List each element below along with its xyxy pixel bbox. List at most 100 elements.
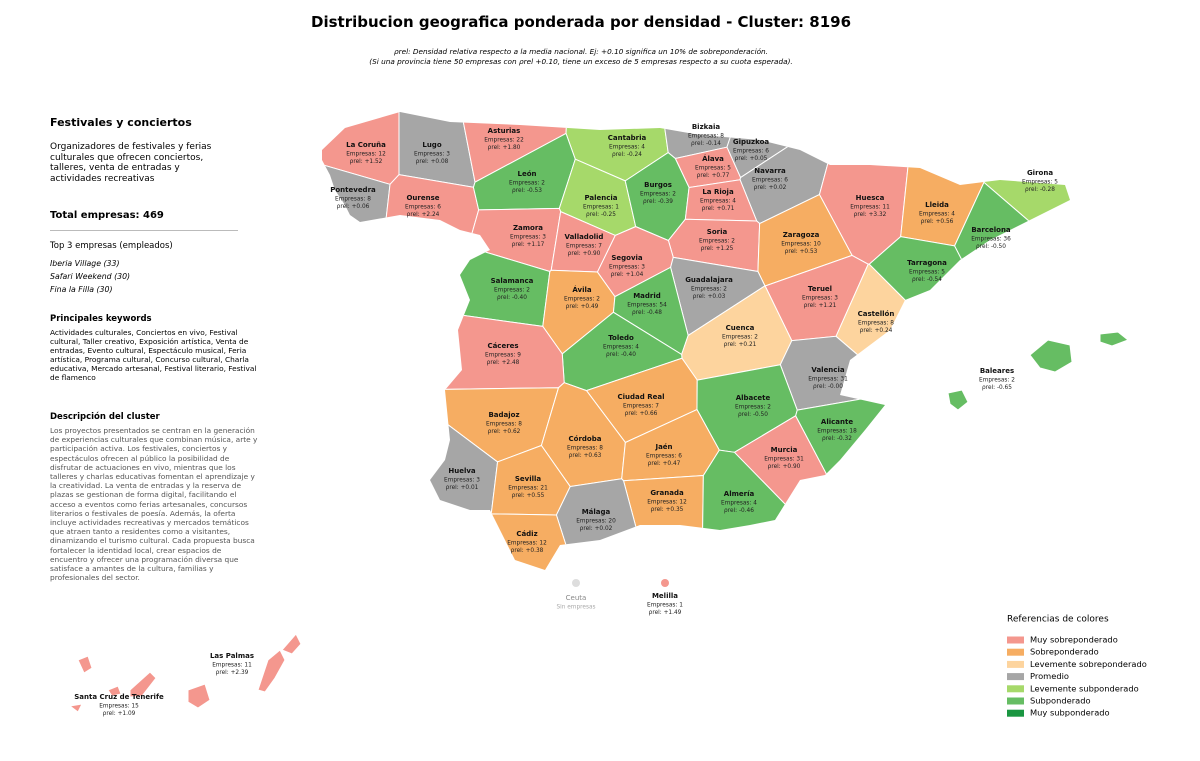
province-name: Segovia	[611, 254, 643, 262]
province-companies: Empresas: 2	[979, 378, 1015, 384]
province-companies: Empresas: 21	[508, 486, 548, 492]
province	[77, 655, 93, 674]
legend-swatch	[1007, 660, 1024, 668]
province-name: La Coruña	[346, 141, 386, 149]
province	[322, 112, 400, 185]
province-companies: Empresas: 5	[695, 166, 731, 172]
province-companies: Empresas: 6	[752, 178, 788, 184]
province-density: ρrel: -0.00	[813, 384, 843, 390]
province-name: Pontevedra	[330, 186, 376, 194]
province-density: ρrel: -0.48	[632, 310, 662, 316]
top-title: Top 3 empresas (empleados)	[50, 241, 173, 251]
province-companies: Empresas: 8	[688, 134, 724, 140]
province-density: ρrel: +0.63	[569, 453, 602, 459]
province-companies: Empresas: 4	[721, 501, 757, 507]
province	[398, 112, 476, 188]
province	[129, 671, 157, 698]
province-companies: Empresas: 2	[494, 288, 530, 294]
province-companies: Empresas: 31	[808, 377, 848, 383]
province-density: ρrel: -0.24	[612, 152, 642, 158]
province-companies: Empresas: 3	[609, 265, 645, 271]
province-companies: Sin empresas	[556, 605, 595, 611]
province-density: ρrel: +2.48	[487, 360, 520, 366]
legend-swatch	[1007, 673, 1024, 681]
province-companies: Empresas: 9	[485, 353, 521, 359]
legend-swatch	[1007, 685, 1024, 693]
province-companies: Empresas: 10	[781, 242, 821, 248]
province-density: ρrel: +0.02	[580, 526, 613, 532]
province-name: Ourense	[406, 194, 439, 202]
total: Total empresas: 469	[50, 210, 164, 221]
province-name: Teruel	[808, 285, 832, 293]
legend-label: Muy sobreponderado	[1030, 635, 1118, 645]
province-companies: Empresas: 8	[335, 197, 371, 203]
province-density: ρrel: +0.21	[724, 342, 757, 348]
province-name: Córdoba	[569, 435, 602, 443]
province-density: ρrel: -0.53	[512, 188, 542, 194]
province	[868, 236, 1062, 453]
province-density: ρrel: +0.71	[702, 206, 735, 212]
province-companies: Empresas: 1	[583, 205, 619, 211]
province-name: Burgos	[644, 181, 672, 189]
legend-swatch	[1007, 709, 1024, 717]
province-companies: Empresas: 2	[735, 405, 771, 411]
province-name: Cádiz	[516, 530, 537, 538]
province-name: Salamanca	[491, 277, 534, 285]
province-name: Cuenca	[726, 324, 755, 332]
province-companies: Empresas: 11	[212, 663, 252, 669]
province-density: ρrel: +2.39	[216, 670, 249, 676]
top-item: Iberia Village (33)	[50, 259, 120, 268]
legend-label: Muy subponderado	[1030, 708, 1110, 718]
province-name: Cantabria	[608, 134, 647, 142]
province-name: Palencia	[584, 194, 617, 202]
keywords: Actividades culturales, Conciertos en vi…	[50, 328, 257, 382]
province-name: Ávila	[572, 285, 592, 294]
province-companies: Empresas: 11	[850, 205, 890, 211]
province-density: ρrel: +0.38	[511, 548, 544, 554]
province-companies: Empresas: 7	[623, 404, 659, 410]
province-companies: Empresas: 3	[802, 296, 838, 302]
province-density: ρrel: -0.50	[976, 244, 1006, 250]
subtitle: ρrel: Densidad relativa respecto a la me…	[393, 47, 769, 56]
province-companies: Empresas: 8	[567, 446, 603, 452]
province-companies: Empresas: 12	[346, 152, 386, 158]
province	[257, 649, 286, 693]
province-density: ρrel: +1.80	[488, 145, 521, 151]
province-companies: Empresas: 4	[700, 199, 736, 205]
province-companies: Empresas: 2	[509, 181, 545, 187]
keywords-title: Principales keywords	[50, 314, 152, 324]
province-name: Lleida	[925, 201, 949, 209]
province-companies: Empresas: 4	[609, 145, 645, 151]
province-companies: Empresas: 2	[564, 297, 600, 303]
province-name: Zamora	[513, 224, 543, 232]
province-name: Alicante	[821, 418, 853, 426]
province-density: ρrel: -0.65	[982, 385, 1012, 391]
province-companies: Empresas: 3	[414, 152, 450, 158]
province-density: ρrel: +0.56	[921, 219, 954, 225]
province-density: ρrel: +0.90	[568, 251, 601, 257]
province-name: Las Palmas	[210, 652, 254, 660]
province-density: ρrel: +0.03	[693, 294, 726, 300]
province-name: Sevilla	[515, 475, 542, 483]
province-companies: Empresas: 6	[646, 454, 682, 460]
province-density: ρrel: +3.32	[854, 212, 887, 218]
province-name: Álava	[702, 154, 724, 163]
province-companies: Empresas: 5	[1022, 180, 1058, 186]
province-density: ρrel: -0.54	[912, 277, 942, 283]
province-density: ρrel: -0.25	[586, 212, 616, 218]
province-density: ρrel: +1.49	[649, 610, 682, 616]
province-name: Castellón	[858, 310, 895, 318]
province	[187, 683, 211, 709]
province-name: Baleares	[980, 367, 1014, 375]
province	[1099, 331, 1129, 347]
province	[68, 703, 83, 713]
province-density: ρrel: +2.24	[407, 212, 440, 218]
province-companies: Empresas: 8	[486, 422, 522, 428]
province-density: ρrel: +0.08	[416, 159, 449, 165]
province-name: Bizkaia	[692, 123, 721, 131]
province-density: ρrel: +1.52	[350, 159, 383, 165]
province	[572, 579, 580, 587]
